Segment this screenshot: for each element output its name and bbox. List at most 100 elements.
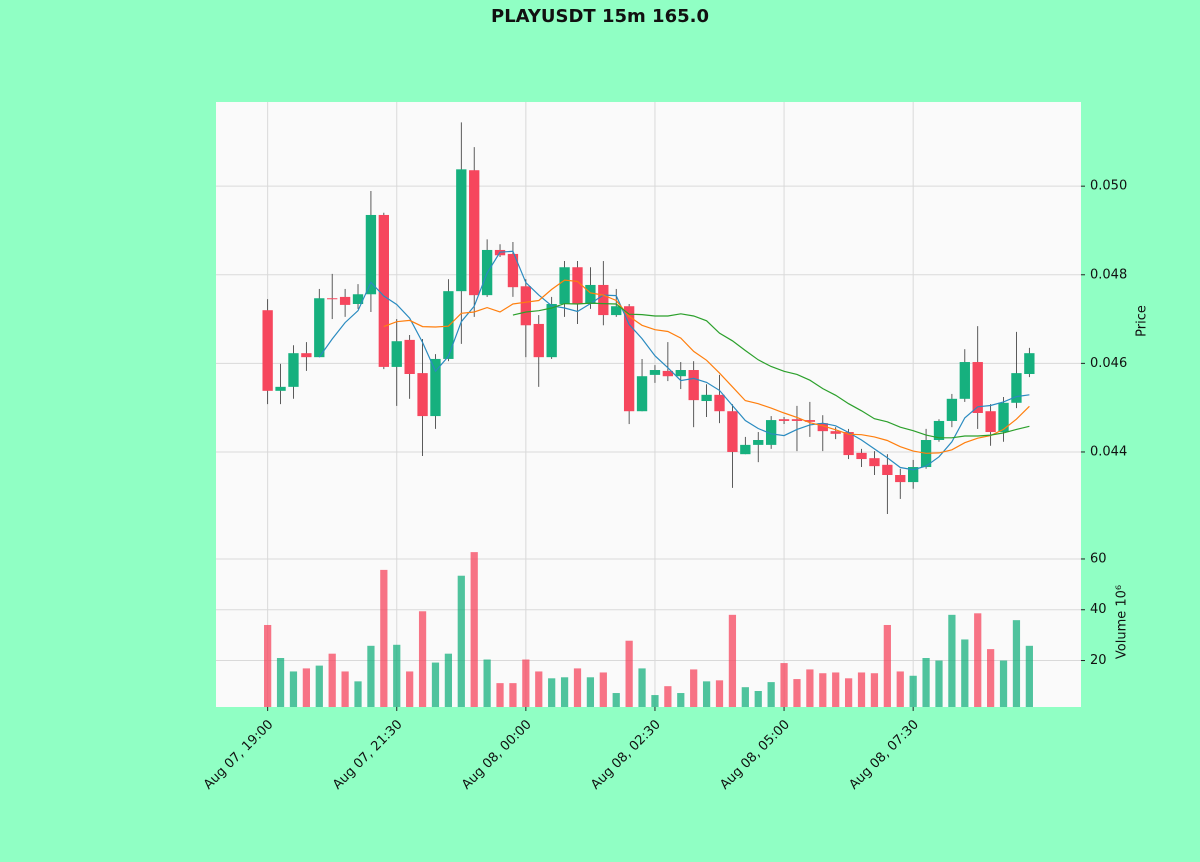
candle-body bbox=[572, 267, 583, 305]
volume-bar bbox=[276, 657, 285, 707]
volume-bar bbox=[844, 678, 853, 707]
volume-bar bbox=[457, 575, 465, 707]
candle-body bbox=[520, 286, 532, 326]
volume-bar bbox=[560, 677, 569, 707]
candle-body bbox=[443, 291, 454, 359]
volume-bar bbox=[586, 677, 595, 707]
candle-body bbox=[753, 440, 764, 445]
volume-bar bbox=[289, 671, 298, 707]
volume-bar bbox=[522, 659, 530, 707]
candle-body bbox=[275, 386, 286, 391]
candle-body bbox=[507, 253, 519, 288]
candle-body bbox=[830, 431, 841, 434]
volume-bar bbox=[948, 614, 956, 707]
candle-body bbox=[649, 370, 661, 375]
volume-bar bbox=[987, 649, 995, 707]
candle-body bbox=[611, 306, 622, 316]
volume-bar bbox=[431, 662, 440, 707]
candle-body bbox=[598, 284, 609, 316]
volume-bar bbox=[535, 671, 543, 707]
candle-body bbox=[1024, 353, 1035, 375]
volume-bar bbox=[625, 640, 633, 707]
candle-body bbox=[946, 398, 958, 421]
candle-body bbox=[701, 394, 712, 402]
candle-body bbox=[430, 358, 441, 417]
candle-body bbox=[365, 214, 377, 295]
volume-bar bbox=[870, 673, 879, 707]
volume-bar bbox=[509, 683, 517, 707]
candle-body bbox=[662, 370, 674, 377]
volume-bar bbox=[380, 569, 388, 707]
candle-body bbox=[456, 169, 467, 292]
candle-body bbox=[856, 452, 867, 460]
candle-body bbox=[778, 419, 790, 421]
volume-bar bbox=[806, 669, 814, 707]
volume-tick-label: 60 bbox=[1090, 551, 1107, 566]
candle-body bbox=[1011, 373, 1022, 403]
volume-bar bbox=[999, 660, 1008, 707]
candle-body bbox=[404, 339, 415, 375]
candle-body bbox=[765, 420, 777, 445]
volume-bar bbox=[406, 671, 414, 707]
y-tick-label: 0.050 bbox=[1090, 179, 1127, 194]
volume-bar bbox=[1025, 645, 1033, 707]
candle-body bbox=[391, 341, 402, 367]
volume-bar bbox=[935, 660, 943, 707]
volume-bar bbox=[896, 671, 904, 707]
candle-body bbox=[636, 376, 648, 412]
y-tick-label: 0.044 bbox=[1090, 444, 1127, 459]
candle-body bbox=[727, 411, 738, 452]
y-tick-label: 0.048 bbox=[1090, 267, 1127, 282]
volume-bar bbox=[767, 682, 775, 707]
volume-bar bbox=[444, 653, 453, 707]
volume-bar bbox=[741, 687, 749, 707]
volume-bar bbox=[909, 675, 917, 707]
moving-average-line bbox=[318, 250, 1030, 471]
candle-body bbox=[288, 353, 299, 387]
volume-bar bbox=[418, 611, 427, 707]
candle-body bbox=[262, 310, 273, 391]
candle-body bbox=[804, 420, 816, 422]
volume-bar bbox=[690, 669, 698, 707]
plot-area bbox=[216, 102, 1081, 707]
volume-bar bbox=[354, 681, 362, 707]
candle-body bbox=[378, 214, 389, 367]
chart-title: PLAYUSDT 15m 165.0 bbox=[491, 6, 709, 27]
candle-body bbox=[869, 458, 880, 467]
candle-body bbox=[998, 402, 1009, 433]
volume-bar bbox=[857, 672, 866, 707]
candle-body bbox=[817, 423, 828, 432]
volume-bar bbox=[793, 679, 801, 707]
volume-bar bbox=[496, 683, 504, 707]
volume-bar bbox=[548, 678, 556, 707]
candle-body bbox=[417, 373, 428, 417]
candle-body bbox=[843, 432, 854, 456]
volume-bar bbox=[1012, 620, 1021, 707]
candle-body bbox=[972, 362, 983, 413]
candle-body bbox=[352, 294, 364, 305]
volume-bar bbox=[819, 673, 827, 707]
volume-bar bbox=[754, 691, 762, 707]
candle-body bbox=[623, 306, 635, 412]
volume-bar bbox=[328, 653, 336, 707]
volume-bar bbox=[961, 639, 969, 707]
candle-body bbox=[985, 411, 996, 433]
volume-bar bbox=[393, 644, 401, 707]
volume-bar bbox=[315, 665, 323, 707]
candle-body bbox=[882, 464, 893, 476]
volume-bar bbox=[780, 663, 788, 707]
volume-bar bbox=[470, 552, 478, 707]
candle-body bbox=[546, 304, 557, 358]
volume-bar bbox=[367, 645, 375, 707]
candle-body bbox=[533, 323, 544, 358]
volume-bar bbox=[302, 668, 310, 707]
volume-tick-label: 40 bbox=[1090, 602, 1107, 617]
volume-bar bbox=[922, 657, 930, 707]
candle-body bbox=[895, 475, 906, 483]
volume-bar bbox=[599, 672, 607, 707]
volume-bar bbox=[264, 624, 272, 707]
volume-bar bbox=[974, 613, 982, 707]
volume-bar bbox=[638, 668, 646, 707]
